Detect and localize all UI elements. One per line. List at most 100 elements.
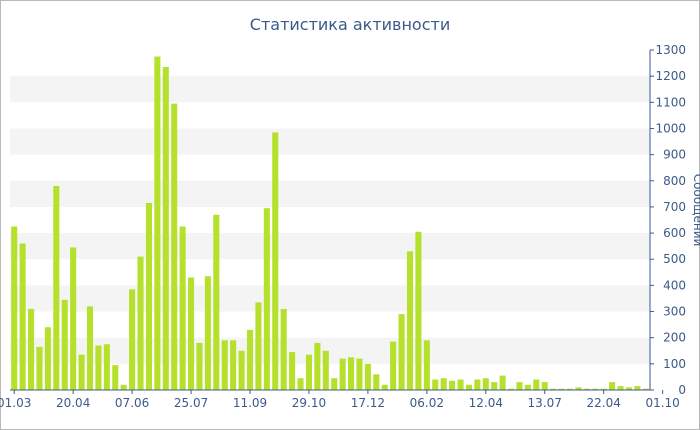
- bars: [11, 56, 649, 391]
- x-tick-label: 07.06: [115, 396, 149, 410]
- bar: [188, 277, 195, 390]
- bar: [550, 388, 557, 390]
- bar: [103, 344, 110, 390]
- grid-band: [10, 233, 650, 260]
- x-tick-label: 22.04: [587, 396, 621, 410]
- grid-band: [10, 311, 650, 338]
- bar: [204, 276, 211, 390]
- bar: [331, 378, 338, 390]
- bar: [634, 386, 641, 390]
- y-tick-label: 100: [663, 357, 686, 371]
- bar: [255, 302, 262, 390]
- y-tick-label: 1200: [655, 69, 686, 83]
- x-tick-label: 01.10: [645, 396, 679, 410]
- bar: [558, 388, 565, 390]
- bar: [305, 354, 312, 390]
- bar: [457, 379, 464, 390]
- bar: [44, 327, 51, 390]
- grid-band: [10, 76, 650, 103]
- bar: [381, 384, 388, 390]
- bar: [491, 382, 498, 390]
- bar: [179, 226, 186, 390]
- bar: [541, 382, 548, 390]
- bar: [145, 203, 152, 390]
- x-tick-label: 17.12: [351, 396, 385, 410]
- bar: [432, 379, 439, 390]
- bar: [609, 382, 616, 390]
- bar: [533, 379, 540, 390]
- bar: [415, 231, 422, 390]
- y-axis-label: Сообщений: [691, 174, 700, 247]
- bar: [246, 329, 254, 390]
- y-tick-label: 0: [678, 383, 686, 397]
- bar: [482, 378, 489, 390]
- bar: [70, 247, 77, 390]
- bar: [86, 306, 94, 390]
- grid-band: [10, 206, 650, 234]
- bar: [19, 243, 26, 390]
- bar: [499, 375, 506, 390]
- bar: [196, 342, 203, 390]
- bar: [516, 382, 523, 390]
- bar: [356, 358, 363, 390]
- bar: [289, 352, 296, 390]
- y-tick-label: 800: [663, 174, 686, 188]
- bar: [592, 388, 599, 390]
- bar: [78, 354, 85, 390]
- grid-band: [10, 337, 650, 364]
- x-tick-label: 29.10: [292, 396, 326, 410]
- bar: [11, 226, 18, 390]
- x-tick-label: 06.02: [410, 396, 444, 410]
- chart-title: Статистика активности: [249, 15, 451, 34]
- grid-band: [10, 154, 650, 181]
- bar: [112, 365, 119, 390]
- x-tick-label: 20.04: [56, 396, 90, 410]
- bar: [575, 387, 582, 390]
- bar: [53, 186, 60, 390]
- y-tick-label: 400: [663, 278, 686, 292]
- bar: [171, 103, 178, 390]
- bar: [508, 388, 515, 390]
- y-tick-label: 700: [663, 200, 686, 214]
- x-ticks: 01.03 20.04 07.06 25.07 11.09 29.10 17.12 06.02…: [0, 390, 680, 410]
- bar: [129, 289, 136, 390]
- y-tick-label: 500: [663, 252, 686, 266]
- bar: [322, 350, 329, 390]
- x-tick-label: 01.03: [0, 396, 31, 410]
- grid-band: [10, 102, 650, 129]
- bar: [423, 340, 430, 390]
- x-tick-label: 11.09: [233, 396, 267, 410]
- grid-bands: [10, 50, 650, 390]
- bar: [263, 208, 270, 390]
- bar: [230, 340, 237, 390]
- bar: [120, 384, 127, 390]
- bar: [364, 363, 371, 390]
- y-tick-label: 1000: [655, 121, 686, 135]
- y-tick-label: 200: [663, 331, 686, 345]
- bar: [642, 388, 649, 390]
- bar: [95, 345, 102, 390]
- bar: [449, 380, 456, 390]
- grid-band: [10, 285, 650, 312]
- bar: [314, 342, 321, 390]
- bar: [398, 314, 405, 390]
- x-tick-label: 12.04: [469, 396, 503, 410]
- bar: [465, 384, 472, 390]
- bar: [297, 378, 304, 390]
- bar: [137, 256, 144, 390]
- y-tick-label: 600: [663, 226, 686, 240]
- bar: [154, 56, 161, 391]
- bar: [36, 346, 43, 390]
- bar: [238, 350, 245, 390]
- y-tick-label: 300: [663, 305, 686, 319]
- bar: [600, 388, 607, 390]
- bar: [348, 357, 355, 390]
- bar: [339, 358, 346, 390]
- bar: [221, 340, 228, 390]
- bar: [61, 299, 68, 390]
- grid-band: [10, 50, 650, 77]
- bar: [440, 378, 447, 390]
- bar: [213, 214, 220, 390]
- y-tick-label: 1300: [655, 43, 686, 57]
- grid-band: [10, 180, 650, 207]
